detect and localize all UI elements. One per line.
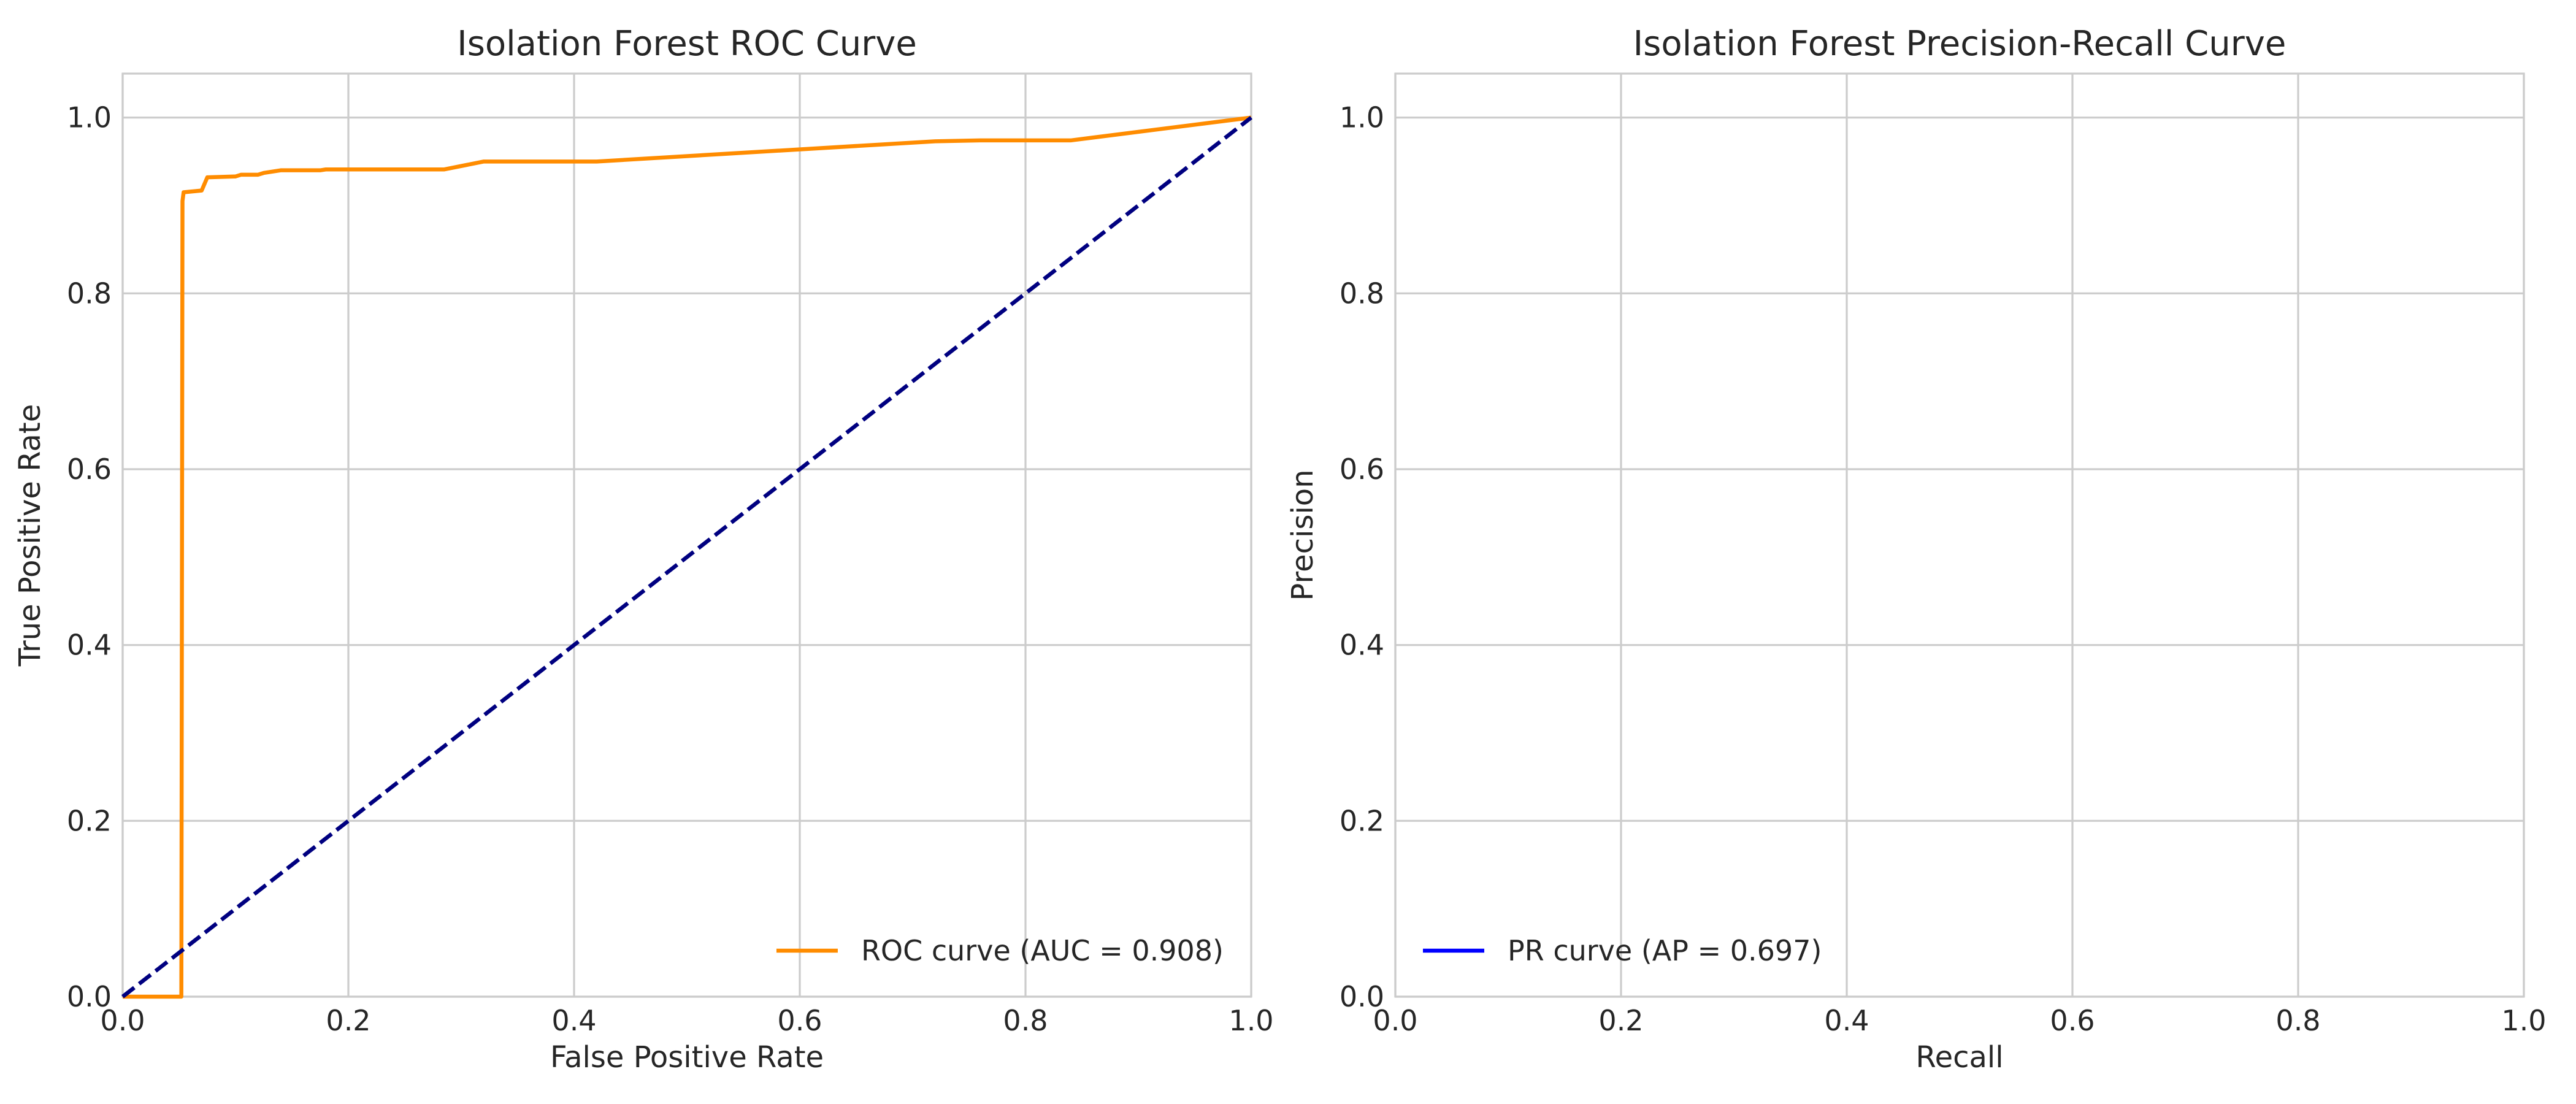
pr-y-tick-label: 1.0 [1340, 101, 1384, 134]
roc-y-axis-label: True Positive Rate [13, 404, 47, 667]
pr-legend: PR curve (AP = 0.697) [1423, 934, 1822, 967]
roc-series [121, 115, 1252, 999]
pr-y-tick-label: 0.0 [1340, 980, 1384, 1013]
roc-y-tick-label: 1.0 [67, 101, 112, 134]
pr-y-tick-label: 0.6 [1340, 453, 1384, 486]
pr-y-tick-label: 0.4 [1340, 629, 1384, 662]
roc-y-tick-label: 0.8 [67, 277, 112, 310]
pr-x-tick-label: 0.8 [2275, 1004, 2320, 1037]
roc-y-tick-label: 0.0 [67, 980, 112, 1013]
roc-x-tick-label: 0.8 [1003, 1004, 1048, 1037]
pr-tick-labels: 0.0 0.2 0.4 0.6 0.8 1.0 0.0 0.2 0.4 0.6 0.8 1.0 [1340, 101, 2547, 1037]
pr-grid [1394, 74, 2525, 998]
pr-chart: 0.0 0.2 0.4 0.6 0.8 1.0 0.0 0.2 0.4 0.6 0.8 1.0 Iso… [1286, 24, 2547, 1075]
roc-plot-frame [121, 72, 1252, 998]
pr-x-axis-label: Recall [1915, 1040, 2003, 1075]
roc-x-tick-label: 0.4 [551, 1004, 596, 1037]
roc-x-axis-label: False Positive Rate [550, 1040, 824, 1075]
roc-y-tick-label: 0.2 [67, 804, 112, 837]
pr-plot-frame [1394, 72, 2525, 998]
roc-x-tick-label: 0.6 [777, 1004, 822, 1037]
roc-grid [121, 74, 1252, 998]
pr-x-tick-label: 0.6 [2050, 1004, 2095, 1037]
roc-series-line-0 [123, 115, 1252, 999]
pr-legend-label: PR curve (AP = 0.697) [1508, 934, 1822, 967]
roc-y-tick-label: 0.4 [67, 629, 112, 662]
pr-y-axis-label: Precision [1286, 469, 1320, 600]
roc-chart-title: Isolation Forest ROC Curve [457, 24, 917, 64]
roc-x-tick-label: 0.2 [326, 1004, 370, 1037]
roc-legend: ROC curve (AUC = 0.908) [776, 934, 1224, 967]
roc-series-line-1 [121, 116, 1252, 999]
pr-chart-title: Isolation Forest Precision-Recall Curve [1633, 24, 2287, 64]
pr-x-tick-label: 0.2 [1598, 1004, 1643, 1037]
pr-x-tick-label: 1.0 [2501, 1004, 2546, 1037]
roc-legend-label: ROC curve (AUC = 0.908) [861, 934, 1224, 967]
roc-x-tick-label: 0.0 [100, 1004, 145, 1037]
pr-x-tick-label: 0.4 [1824, 1004, 1869, 1037]
roc-tick-labels: 0.0 0.2 0.4 0.6 0.8 1.0 0.0 0.2 0.4 0.6 0.8 1.0 [67, 101, 1274, 1037]
roc-chart: 0.0 0.2 0.4 0.6 0.8 1.0 0.0 0.2 0.4 0.6 0.8 1.0 Iso… [13, 24, 1274, 1075]
pr-x-tick-label: 0.0 [1373, 1004, 1417, 1037]
pr-y-tick-label: 0.2 [1340, 804, 1384, 837]
roc-x-tick-label: 1.0 [1229, 1004, 1273, 1037]
pr-y-tick-label: 0.8 [1340, 277, 1384, 310]
roc-y-tick-label: 0.6 [67, 453, 112, 486]
